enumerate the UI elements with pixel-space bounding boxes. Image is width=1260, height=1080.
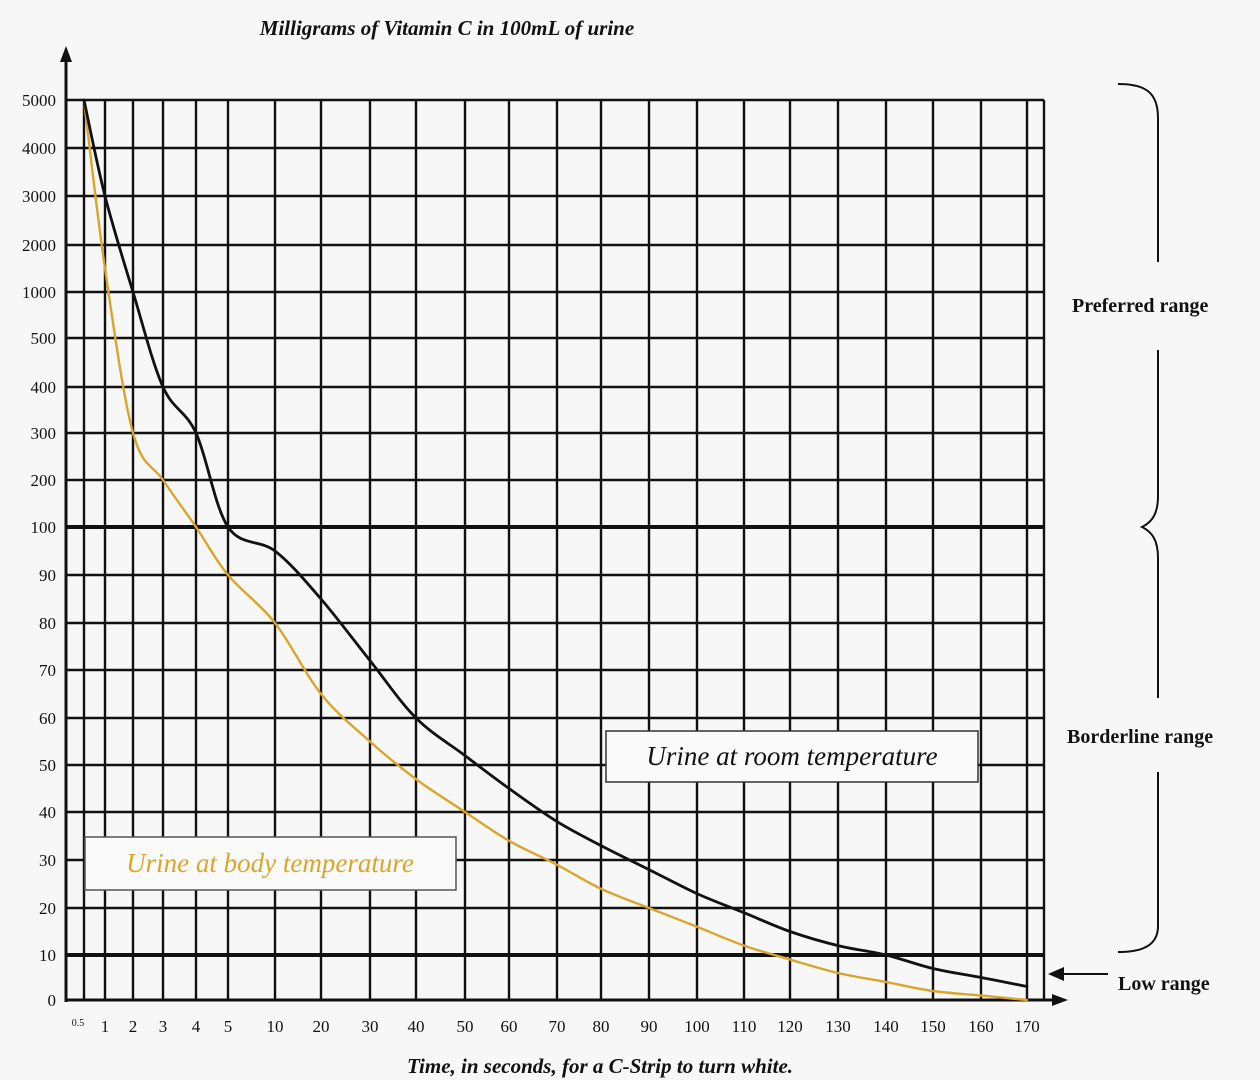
x-tick-label: 2 bbox=[129, 1017, 138, 1036]
x-tick-label: 40 bbox=[408, 1017, 425, 1036]
legend-body-box bbox=[84, 836, 457, 891]
low-range-arrowhead bbox=[1048, 967, 1064, 981]
y-tick-label: 60 bbox=[39, 709, 56, 728]
y-tick-label: 30 bbox=[39, 851, 56, 870]
borderline-brace-bottom bbox=[1117, 772, 1159, 953]
x-tick-label: 5 bbox=[224, 1017, 233, 1036]
x-tick-label: 140 bbox=[873, 1017, 899, 1036]
x-axis-arrowhead bbox=[1052, 994, 1068, 1006]
x-tick-label: 20 bbox=[313, 1017, 330, 1036]
preferred-borderline-brace-middle bbox=[1139, 350, 1159, 698]
y-axis-arrowhead bbox=[60, 46, 72, 62]
x-tick-label: 30 bbox=[362, 1017, 379, 1036]
preferred-range-label: Preferred range bbox=[1072, 295, 1209, 317]
x-tick-label: 70 bbox=[549, 1017, 566, 1036]
y-tick-label: 10 bbox=[39, 946, 56, 965]
range-annotations: Preferred range Borderline range Low ran… bbox=[1048, 83, 1213, 995]
y-tick-label: 2000 bbox=[22, 236, 56, 255]
x-tick-labels: 0.5 1 2 3 4 5 10 20 30 40 50 60 70 80 90 100 110 120 130 14… bbox=[72, 1017, 1040, 1036]
legend-body-label: Urine at body temperature bbox=[126, 848, 414, 878]
x-axis-label: Time, in seconds, for a C-Strip to turn … bbox=[407, 1054, 793, 1078]
y-tick-label: 200 bbox=[31, 471, 57, 490]
chart-title: Milligrams of Vitamin C in 100mL of urin… bbox=[259, 16, 634, 40]
legend-body-temperature: Urine at body temperature bbox=[84, 836, 457, 891]
y-tick-label: 400 bbox=[31, 378, 57, 397]
legend-room-label: Urine at room temperature bbox=[646, 741, 937, 771]
y-tick-label: 300 bbox=[31, 424, 57, 443]
y-tick-label: 500 bbox=[31, 329, 57, 348]
y-tick-label: 80 bbox=[39, 614, 56, 633]
x-tick-label: 1 bbox=[101, 1017, 110, 1036]
x-tick-label: 160 bbox=[968, 1017, 994, 1036]
vertical-gridlines bbox=[82, 100, 1046, 1000]
y-tick-label: 20 bbox=[39, 899, 56, 918]
x-tick-label: 130 bbox=[825, 1017, 851, 1036]
x-tick-label: 0.5 bbox=[72, 1018, 85, 1029]
legend-room-box bbox=[605, 730, 979, 783]
y-tick-label: 100 bbox=[31, 518, 57, 537]
x-tick-label: 110 bbox=[732, 1017, 757, 1036]
series-layer bbox=[82, 98, 1029, 1002]
y-tick-label: 0 bbox=[48, 991, 57, 1010]
y-tick-label: 50 bbox=[39, 756, 56, 775]
series-line-body-temperature bbox=[82, 98, 1029, 1002]
y-tick-label: 40 bbox=[39, 803, 56, 822]
x-tick-label: 50 bbox=[457, 1017, 474, 1036]
legend-room-temperature: Urine at room temperature bbox=[605, 730, 979, 783]
horizontal-gridlines bbox=[66, 98, 1044, 957]
borderline-range-label: Borderline range bbox=[1067, 726, 1213, 748]
x-tick-label: 120 bbox=[777, 1017, 803, 1036]
preferred-brace-top bbox=[1117, 83, 1159, 262]
axes bbox=[60, 46, 1068, 1006]
y-tick-label: 3000 bbox=[22, 187, 56, 206]
y-tick-label: 5000 bbox=[22, 91, 56, 110]
x-tick-label: 60 bbox=[501, 1017, 518, 1036]
y-tick-label: 4000 bbox=[22, 139, 56, 158]
x-tick-label: 100 bbox=[684, 1017, 710, 1036]
x-tick-label: 80 bbox=[593, 1017, 610, 1036]
x-tick-label: 150 bbox=[920, 1017, 946, 1036]
x-tick-label: 90 bbox=[641, 1017, 658, 1036]
x-tick-label: 170 bbox=[1014, 1017, 1040, 1036]
y-tick-label: 90 bbox=[39, 566, 56, 585]
x-tick-label: 4 bbox=[192, 1017, 201, 1036]
y-tick-label: 70 bbox=[39, 661, 56, 680]
y-tick-label: 1000 bbox=[22, 283, 56, 302]
x-tick-label: 3 bbox=[159, 1017, 168, 1036]
low-range-label: Low range bbox=[1118, 973, 1210, 995]
x-tick-label: 10 bbox=[267, 1017, 284, 1036]
y-tick-labels: 0 10 20 30 40 50 60 70 80 90 100 200 300 400 500 1000 20… bbox=[22, 91, 56, 1010]
series-line-room-temperature bbox=[82, 98, 1029, 988]
